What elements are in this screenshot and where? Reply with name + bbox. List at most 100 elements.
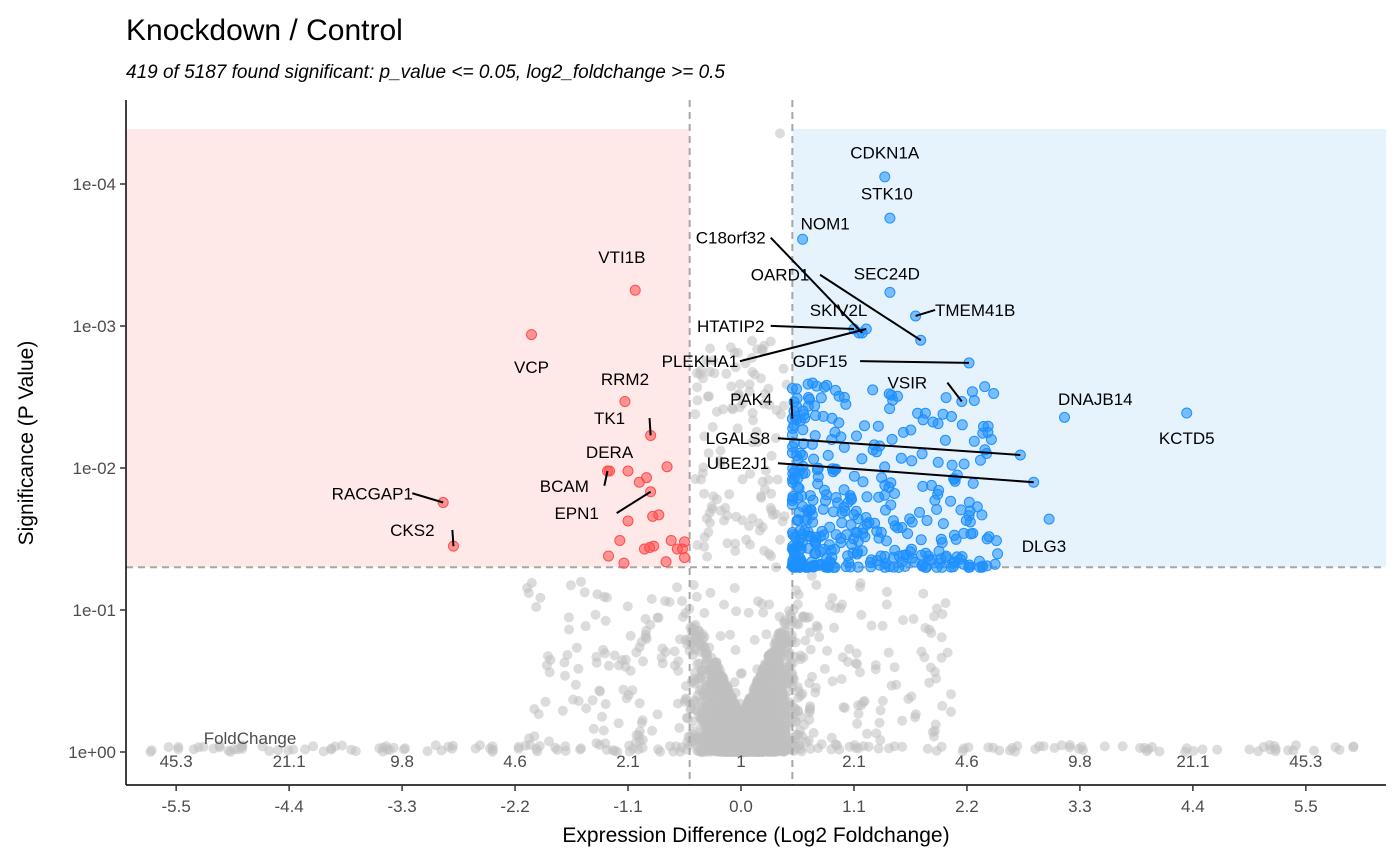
up-point <box>956 419 968 431</box>
ns-point <box>852 718 863 729</box>
up-point <box>985 434 997 445</box>
ns-point <box>692 540 703 551</box>
ns-point <box>696 666 707 677</box>
ns-point <box>1258 742 1269 752</box>
ns-point <box>745 468 755 479</box>
x-tick-label: 1.1 <box>842 797 866 816</box>
up-point <box>804 490 816 502</box>
ns-point <box>682 737 693 748</box>
ns-point <box>487 746 498 757</box>
ns-point <box>730 538 741 549</box>
ns-point <box>660 596 671 607</box>
up-point <box>990 535 1002 547</box>
ns-point <box>377 746 388 757</box>
leader-ube2j1 <box>777 462 1034 484</box>
leader-c18orf32 <box>770 236 863 334</box>
up-point <box>906 543 917 555</box>
leader-vsir <box>946 382 963 403</box>
up-point <box>815 392 827 404</box>
ns-point <box>699 488 710 499</box>
ns-point <box>560 670 570 681</box>
ns-point <box>398 744 409 755</box>
x-axis-title: Expression Difference (Log2 Foldchange) <box>562 824 949 847</box>
ns-point <box>834 744 845 755</box>
ns-point <box>852 658 863 669</box>
ns-point <box>700 658 711 669</box>
y-tick-label: 1e+00 <box>68 743 116 762</box>
gene-label-nom1: NOM1 <box>801 214 850 233</box>
ns-point <box>873 743 884 754</box>
up-point <box>981 533 993 545</box>
foldchange-title: FoldChange <box>204 729 297 748</box>
ns-point <box>526 577 537 588</box>
ns-point <box>778 363 789 374</box>
ns-point <box>699 608 710 618</box>
y-tick-label: 1e-01 <box>73 601 116 620</box>
ns-point <box>908 614 919 624</box>
gene-label-gdf15: GDF15 <box>793 352 848 371</box>
up-point <box>968 435 980 447</box>
ns-point <box>163 742 174 753</box>
ns-point <box>308 741 319 752</box>
leader-lgals8 <box>777 437 1021 457</box>
ns-point <box>844 741 855 752</box>
ns-point <box>680 693 691 704</box>
ns-point <box>576 576 586 587</box>
ns-point <box>771 405 782 416</box>
ns-point <box>581 703 592 714</box>
up-point <box>829 543 840 555</box>
up-point <box>884 286 896 298</box>
ns-point <box>714 702 724 713</box>
foldchange-label: 4.6 <box>503 752 527 771</box>
ns-point <box>653 612 664 623</box>
up-point <box>926 479 937 491</box>
ns-point <box>637 734 648 745</box>
down-point <box>653 509 665 521</box>
ns-point <box>749 635 760 645</box>
up-point <box>796 536 808 548</box>
up-point <box>828 506 839 518</box>
ns-point <box>744 520 755 531</box>
down-point <box>619 395 631 407</box>
ns-point <box>787 658 798 669</box>
ns-point <box>732 423 743 434</box>
ns-point <box>733 388 744 399</box>
foldchange-label: 1 <box>736 752 745 771</box>
ns-point <box>752 437 763 447</box>
up-point <box>988 388 1000 399</box>
ns-point <box>778 636 789 647</box>
foldchange-label: 21.1 <box>273 752 306 771</box>
up-point <box>838 391 850 403</box>
up-point <box>893 561 905 573</box>
ns-point <box>819 663 830 674</box>
up-point <box>810 537 821 549</box>
ns-point <box>688 579 699 590</box>
up-point <box>937 408 949 420</box>
up-point <box>829 426 841 438</box>
ns-point <box>705 343 715 354</box>
ns-point <box>703 699 714 710</box>
ns-point <box>757 476 768 487</box>
leader-tmem41b <box>915 309 936 317</box>
ns-point <box>564 624 574 635</box>
ns-point <box>988 742 999 753</box>
ns-point <box>963 742 974 753</box>
up-point <box>824 521 836 533</box>
up-point <box>873 491 885 503</box>
up-point <box>875 550 887 562</box>
ns-point <box>529 731 540 742</box>
ns-point <box>646 594 657 604</box>
up-point <box>932 456 944 468</box>
ns-point <box>747 335 758 346</box>
ns-point <box>701 648 712 659</box>
ns-point <box>188 744 199 755</box>
ns-point <box>766 648 777 659</box>
ns-point <box>570 679 581 690</box>
up-point <box>897 426 909 438</box>
ns-point <box>636 717 647 728</box>
ns-point <box>737 474 748 485</box>
up-point <box>935 533 947 545</box>
ns-point <box>540 696 551 707</box>
ns-point <box>631 647 642 658</box>
up-point <box>798 561 810 573</box>
